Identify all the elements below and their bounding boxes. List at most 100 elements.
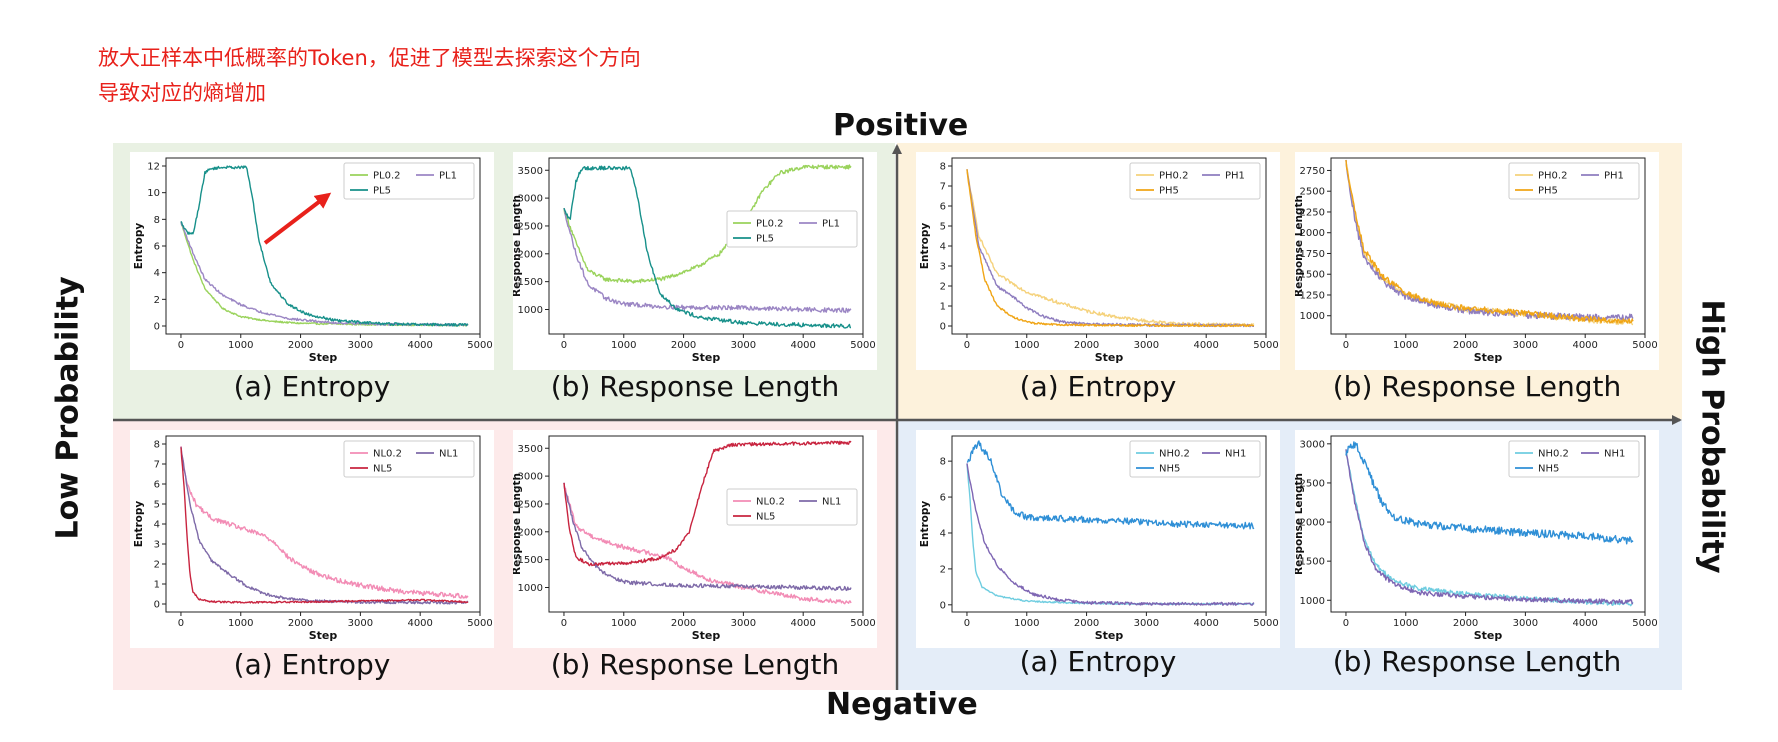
y-axis-label: Response Length [1295, 195, 1305, 297]
plot-frame [1330, 435, 1646, 613]
chart-pl-entropy: 0 1000 2000 3000 4000 5000 0 2 4 6 8 10 12 Step Entrop… [130, 152, 494, 370]
chart-nl-entropy: 0 1000 2000 3000 4000 5000 0 1 2 3 4 5 6 7 8 Step Entrop… [130, 430, 494, 648]
x-tick-label: 3000 [1134, 340, 1159, 351]
y-tick-label: 4 [154, 268, 160, 279]
x-tick-label: 5000 [467, 340, 492, 351]
x-tick-label: 1000 [611, 340, 636, 351]
x-tick-label: 4000 [1193, 340, 1218, 351]
caption-pl-length: (b) Response Length [550, 370, 840, 403]
x-tick-label: 4000 [1572, 618, 1597, 629]
x-tick-label: 4000 [790, 618, 815, 629]
x-tick-label: 2000 [288, 618, 313, 629]
y-tick-label: 2750 [1300, 166, 1325, 177]
y-tick-label: 3 [940, 262, 946, 273]
caption-ph-length: (b) Response Length [1332, 370, 1622, 403]
y-tick-label: 7 [940, 182, 946, 193]
series-line-NH0-2 [1345, 449, 1634, 607]
x-tick-label: 5000 [850, 340, 875, 351]
y-tick-label: 4 [940, 528, 946, 539]
x-tick-label: 5000 [1632, 618, 1657, 629]
series-line-PH5 [1345, 160, 1634, 324]
x-axis-label: Step [1095, 351, 1124, 364]
legend-label: PL1 [822, 219, 840, 230]
plot-frame [548, 157, 864, 335]
series-line-NL0-2 [563, 482, 852, 605]
x-tick-label: 1000 [611, 618, 636, 629]
y-tick-label: 0 [154, 600, 160, 611]
x-tick-label: 3000 [1513, 618, 1538, 629]
x-tick-label: 0 [964, 340, 970, 351]
y-axis-label: Entropy [919, 223, 931, 270]
legend-label: PH0.2 [1159, 171, 1188, 182]
y-tick-label: 5 [154, 500, 160, 511]
x-tick-label: 2000 [1074, 618, 1099, 629]
x-tick-label: 0 [561, 618, 567, 629]
y-tick-label: 5 [940, 222, 946, 233]
x-tick-label: 2000 [671, 618, 696, 629]
legend-box [343, 162, 475, 200]
y-axis-label: Response Length [1295, 473, 1305, 575]
x-tick-label: 3000 [731, 340, 756, 351]
plot-frame [1330, 157, 1646, 335]
chart-ph-response-length: 0 1000 2000 3000 4000 5000 1000 1250 1500 1750 200… [1295, 152, 1659, 370]
x-tick-label: 0 [178, 618, 184, 629]
series-line-PL5 [563, 165, 851, 329]
legend-box [726, 488, 858, 526]
chart-nl-response-length: 0 1000 2000 3000 4000 5000 1000 1500 2000 2500 300… [513, 430, 877, 648]
y-tick-label: 8 [154, 215, 160, 226]
x-tick-label: 3000 [348, 340, 373, 351]
x-tick-label: 2000 [1074, 340, 1099, 351]
y-tick-label: 1000 [518, 305, 543, 316]
series-line-NH1 [1345, 449, 1634, 605]
legend-label: PH5 [1159, 186, 1179, 197]
caption-pl-entropy: (a) Entropy [233, 370, 391, 403]
x-tick-label: 5000 [1632, 340, 1657, 351]
x-tick-label: 2000 [1453, 618, 1478, 629]
y-tick-label: 4 [940, 242, 946, 253]
x-axis-label: Step [692, 629, 721, 642]
series-line-PH5 [966, 169, 1255, 328]
y-tick-label: 3500 [518, 166, 543, 177]
legend-label: NH1 [1225, 449, 1246, 460]
y-tick-label: 1500 [1300, 270, 1325, 281]
x-tick-label: 0 [178, 340, 184, 351]
x-tick-label: 1000 [1393, 340, 1418, 351]
label-positive: Positive [833, 108, 969, 143]
y-tick-label: 1 [154, 580, 160, 591]
y-tick-label: 2250 [1300, 207, 1325, 218]
y-tick-label: 8 [154, 440, 160, 451]
series-line-NL5 [563, 440, 852, 567]
chart-pl-response-length: 0 1000 2000 3000 4000 5000 1000 1500 2000 2500 300… [513, 152, 877, 370]
plot-background [513, 430, 877, 648]
caption-nh-length: (b) Response Length [1332, 645, 1622, 678]
x-axis-label: Step [1474, 629, 1503, 642]
x-tick-label: 0 [561, 340, 567, 351]
legend-label: NH0.2 [1159, 449, 1190, 460]
y-tick-label: 4 [154, 520, 160, 531]
x-axis-label: Step [1095, 629, 1124, 642]
y-tick-label: 2500 [1300, 478, 1325, 489]
legend-label: NH1 [1604, 449, 1625, 460]
legend-box [1508, 162, 1640, 200]
y-tick-label: 1500 [518, 277, 543, 288]
x-axis-label: Step [309, 629, 338, 642]
legend-label: PL1 [439, 171, 457, 182]
legend-label: NL1 [822, 497, 841, 508]
legend-label: NL5 [373, 464, 392, 475]
caption-ph-entropy: (a) Entropy [1019, 370, 1177, 403]
y-tick-label: 2000 [1300, 228, 1325, 239]
legend-label: PH1 [1604, 171, 1624, 182]
chart-ph-entropy: 0 1000 2000 3000 4000 5000 0 1 2 3 4 5 6 7 8 Step Entrop… [916, 152, 1280, 370]
y-tick-label: 6 [154, 242, 160, 253]
legend-label: PH0.2 [1538, 171, 1567, 182]
y-tick-label: 1500 [1300, 557, 1325, 568]
y-axis-label: Entropy [133, 501, 145, 548]
y-tick-label: 1000 [1300, 596, 1325, 607]
y-tick-label: 2500 [518, 499, 543, 510]
y-tick-label: 8 [940, 162, 946, 173]
chart-nh-entropy: 0 1000 2000 3000 4000 5000 0 2 4 6 8 Step Entropy NH0… [916, 430, 1280, 648]
legend-box [343, 440, 475, 478]
y-tick-label: 0 [940, 600, 946, 611]
x-tick-label: 5000 [1253, 618, 1278, 629]
